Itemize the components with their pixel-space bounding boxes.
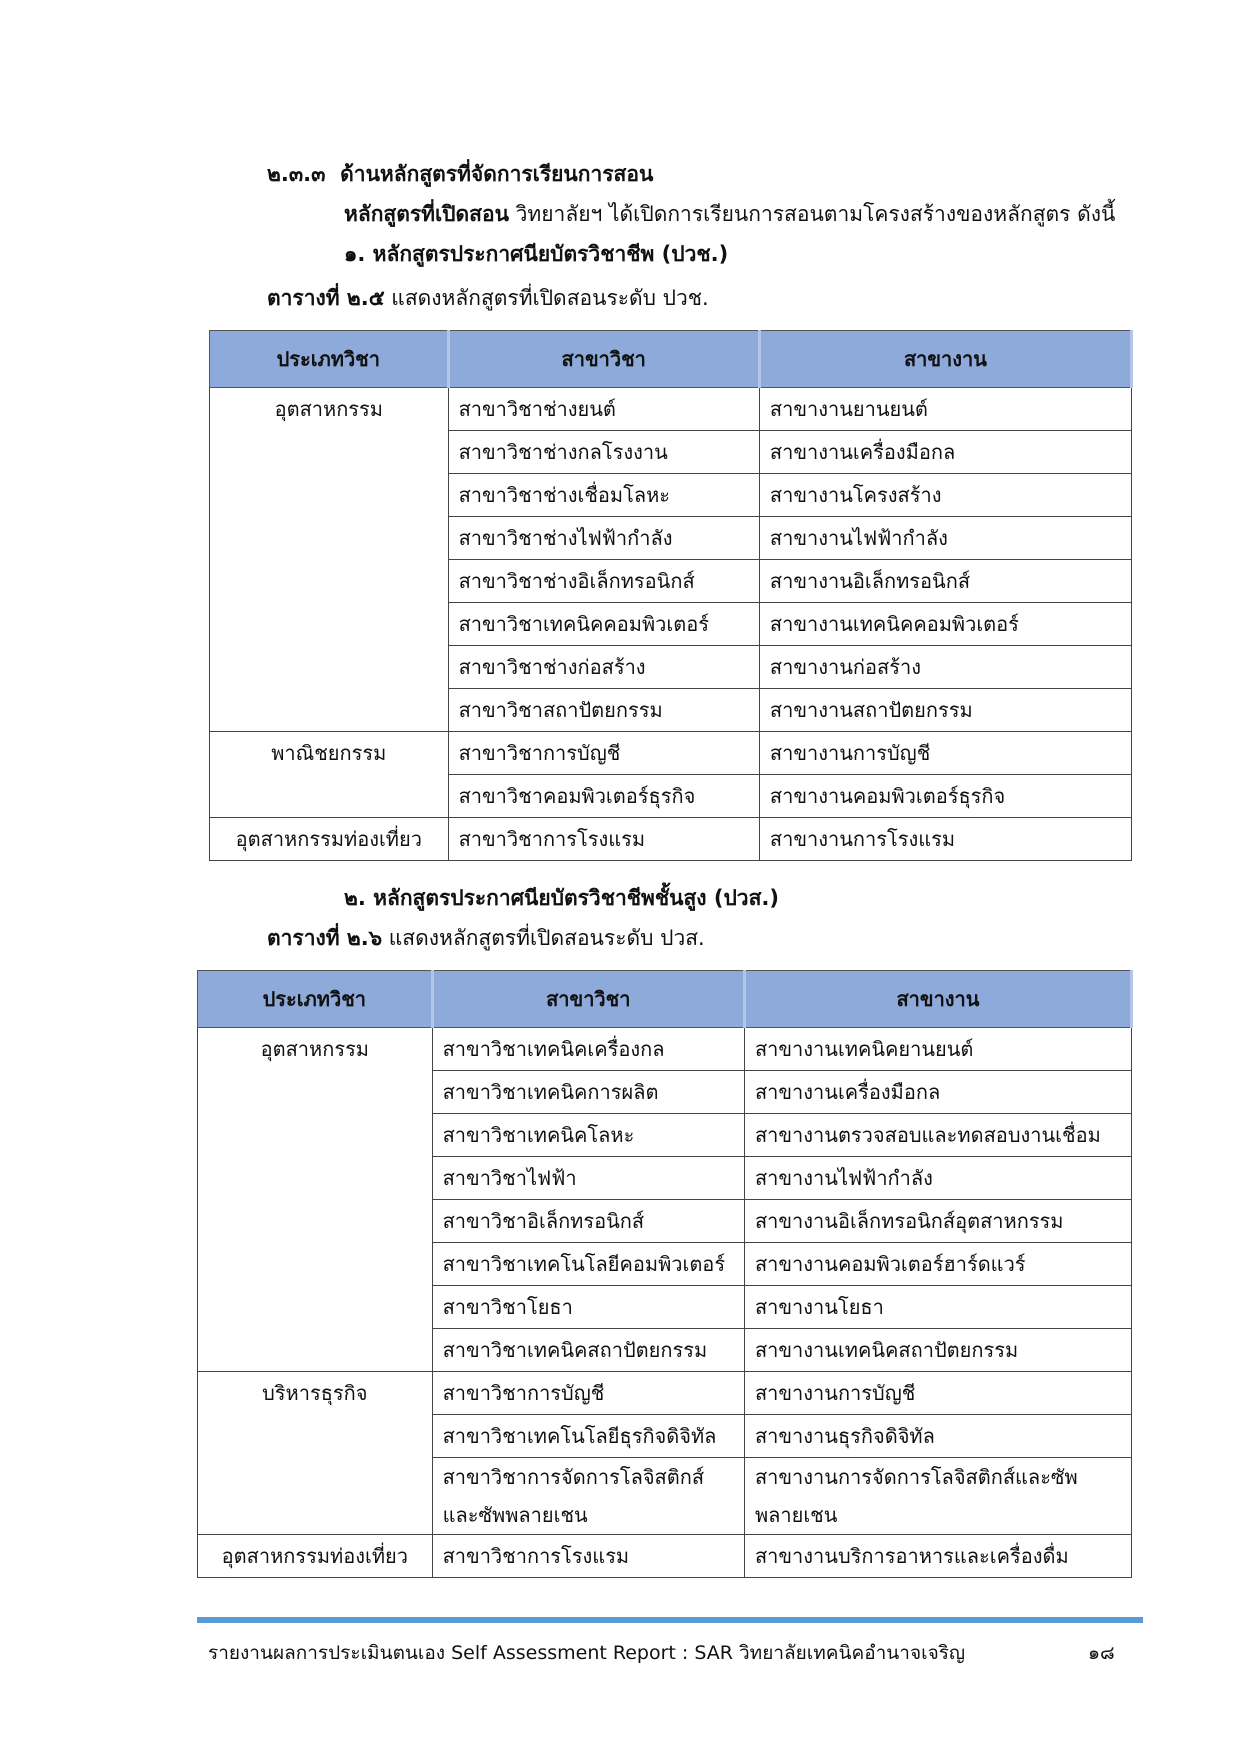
table-row: สาขาวิชาสถาปัตยกรรม สาขางานสถาปัตยกรรม (210, 688, 1133, 732)
field-cell: สาขางานธุรกิจดิจิทัล (743, 1414, 1133, 1458)
major-cell: สาขาวิชาคอมพิวเตอร์ธุรกิจ (447, 774, 760, 818)
table-row: สาขาวิชาเทคนิคคอมพิวเตอร์ สาขางานเทคนิคคอ… (210, 602, 1133, 646)
footer-divider (197, 1617, 1143, 1623)
caption-text: แสดงหลักสูตรที่เปิดสอนระดับ ปวช. (384, 286, 709, 310)
category-cell: อุตสาหกรรม (197, 1027, 433, 1372)
section-title: ด้านหลักสูตรที่จัดการเรียนการสอน (340, 162, 654, 186)
category-cell: อุตสาหกรรม (209, 387, 449, 732)
table2-caption: ตารางที่ ๒.๖ แสดงหลักสูตรที่เปิดสอนระดับ… (267, 922, 705, 955)
page-number: ๑๘ (1088, 1642, 1115, 1664)
field-cell: สาขางานการบัญชี (758, 731, 1133, 775)
major-cell: สาขาวิชาเทคนิคโลหะ (431, 1113, 745, 1157)
major-cell: สาขาวิชาช่างก่อสร้าง (447, 645, 760, 689)
footer-text: รายงานผลการประเมินตนเอง Self Assessment … (208, 1642, 966, 1664)
part1-heading: ๑. หลักสูตรประกาศนียบัตรวิชาชีพ (ปวช.) (344, 242, 729, 266)
field-cell: สาขางานเทคนิคยานยนต์ (743, 1027, 1133, 1071)
major-cell: สาขาวิชาสถาปัตยกรรม (447, 688, 760, 732)
field-cell: สาขางานเครื่องมือกล (743, 1070, 1133, 1114)
table-row: สาขาวิชาไฟฟ้า สาขางานไฟฟ้ากำลัง (198, 1156, 1133, 1200)
major-cell: สาขาวิชาเทคนิคการผลิต (431, 1070, 745, 1114)
section-number: ๒.๓.๓ (267, 162, 326, 186)
header-category: ประเภทวิชา (197, 970, 434, 1028)
field-cell: สาขางานคอมพิวเตอร์ธุรกิจ (758, 774, 1133, 818)
category-cell: อุตสาหกรรมท่องเที่ยว (209, 817, 449, 861)
field-cell: สาขางานอิเล็กทรอนิกส์ (758, 559, 1133, 603)
field-cell: สาขางานโยธา (743, 1285, 1133, 1329)
field-cell: สาขางานการจัดการโลจิสติกส์และซัพ พลายเชน (743, 1457, 1133, 1535)
caption-label: ตารางที่ ๒.๖ (267, 926, 383, 950)
field-cell: สาขางานตรวจสอบและทดสอบงานเชื่อม (743, 1113, 1133, 1157)
header-category: ประเภทวิชา (209, 330, 450, 388)
category-cell: พาณิชยกรรม (209, 731, 449, 818)
field-cell: สาขางานเทคนิคคอมพิวเตอร์ (758, 602, 1133, 646)
major-cell: สาขาวิชาการโรงแรม (447, 817, 760, 861)
section-heading: ๒.๓.๓ ด้านหลักสูตรที่จัดการเรียนการสอน (267, 158, 653, 191)
field-cell: สาขางานอิเล็กทรอนิกส์อุตสาหกรรม (743, 1199, 1133, 1243)
field-cell: สาขางานการโรงแรม (758, 817, 1133, 861)
field-cell: สาขางานการบัญชี (743, 1371, 1133, 1415)
field-cell: สาขางานไฟฟ้ากำลัง (758, 516, 1133, 560)
table1-caption: ตารางที่ ๒.๕ แสดงหลักสูตรที่เปิดสอนระดับ… (267, 282, 709, 315)
table-row: อุตสาหกรรม สาขาวิชาช่างยนต์ สาขางานยานยนต์ (209, 387, 1133, 732)
table-pvc: ประเภทวิชา สาขาวิชา สาขางาน อุตสาหกรรม สา… (209, 330, 1134, 861)
field-cell: สาขางานคอมพิวเตอร์ฮาร์ดแวร์ (743, 1242, 1133, 1286)
major-cell: สาขาวิชาการจัดการโลจิสติกส์ และซัพพลายเช… (431, 1457, 745, 1535)
table-row: บริหารธุรกิจ สาขาวิชาการบัญชี สาขางานการบั… (197, 1371, 1133, 1535)
header-major: สาขาวิชา (447, 330, 761, 388)
header-field: สาขางาน (743, 970, 1134, 1028)
intro-bold: หลักสูตรที่เปิดสอน (344, 202, 509, 226)
table-row: อุตสาหกรรมท่องเที่ยว สาขาวิชาการโรงแรม สาข… (197, 1534, 1133, 1578)
major-cell: สาขาวิชาช่างอิเล็กทรอนิกส์ (447, 559, 760, 603)
table-row: อุตสาหกรรม สาขาวิชาเทคนิคเครื่องกล สาขางาน… (197, 1027, 1133, 1372)
major-cell: สาขาวิชาเทคโนโลยีธุรกิจดิจิทัล (431, 1414, 745, 1458)
header-field: สาขางาน (758, 330, 1134, 388)
caption-label: ตารางที่ ๒.๕ (267, 286, 385, 310)
major-cell: สาขาวิชาการบัญชี (447, 731, 760, 775)
part2-heading: ๒. หลักสูตรประกาศนียบัตรวิชาชีพชั้นสูง (… (344, 886, 779, 910)
major-cell: สาขาวิชาการโรงแรม (431, 1534, 745, 1578)
major-cell: สาขาวิชาเทคนิคเครื่องกล (431, 1027, 745, 1071)
category-cell: บริหารธุรกิจ (197, 1371, 433, 1535)
field-cell: สาขางานก่อสร้าง (758, 645, 1133, 689)
field-cell: สาขางานบริการอาหารและเครื่องดื่ม (743, 1534, 1133, 1578)
major-cell: สาขาวิชาการบัญชี (431, 1371, 745, 1415)
table-row: สาขาวิชาเทคนิคการผลิต สาขางานเครื่องมือกล (198, 1070, 1133, 1114)
table-row: สาขาวิชาโยธา สาขางานโยธา (198, 1285, 1133, 1329)
category-cell: อุตสาหกรรมท่องเที่ยว (197, 1534, 433, 1578)
major-cell: สาขาวิชาเทคนิคสถาปัตยกรรม (431, 1328, 745, 1372)
header-major: สาขาวิชา (431, 970, 746, 1028)
major-cell: สาขาวิชาอิเล็กทรอนิกส์ (431, 1199, 745, 1243)
major-cell: สาขาวิชาช่างยนต์ (447, 387, 760, 431)
table-row: สาขาวิชาช่างกลโรงงาน สาขางานเครื่องมือกล (210, 430, 1133, 474)
intro-text: วิทยาลัยฯ ได้เปิดการเรียนการสอนตามโครงสร… (508, 202, 1116, 226)
caption-text: แสดงหลักสูตรที่เปิดสอนระดับ ปวส. (382, 926, 705, 950)
field-cell: สาขางานเทคนิคสถาปัตยกรรม (743, 1328, 1133, 1372)
field-cell: สาขางานยานยนต์ (758, 387, 1133, 431)
table-row: สาขาวิชาคอมพิวเตอร์ธุรกิจ สาขางานคอมพิวเต… (210, 774, 1133, 818)
table-row: สาขาวิชาช่างก่อสร้าง สาขางานก่อสร้าง (210, 645, 1133, 689)
major-cell: สาขาวิชาไฟฟ้า (431, 1156, 745, 1200)
field-cell: สาขางานโครงสร้าง (758, 473, 1133, 517)
major-cell: สาขาวิชาช่างไฟฟ้ากำลัง (447, 516, 760, 560)
major-cell: สาขาวิชาช่างเชื่อมโลหะ (447, 473, 760, 517)
table-row: สาขาวิชาอิเล็กทรอนิกส์ สาขางานอิเล็กทรอนิ… (198, 1199, 1133, 1243)
table-row: สาขาวิชาเทคนิคโลหะ สาขางานตรวจสอบและทดสอบ… (198, 1113, 1133, 1157)
table-row: อุตสาหกรรมท่องเที่ยว สาขาวิชาการโรงแรม สาข… (209, 817, 1133, 861)
major-cell: สาขาวิชาช่างกลโรงงาน (447, 430, 760, 474)
table-row: สาขาวิชาเทคโนโลยีธุรกิจดิจิทัล สาขางานธุร… (198, 1414, 1133, 1458)
field-cell: สาขางานเครื่องมือกล (758, 430, 1133, 474)
intro-paragraph: หลักสูตรที่เปิดสอน วิทยาลัยฯ ได้เปิดการเ… (344, 198, 1115, 231)
table-row: สาขาวิชาเทคโนโลยีคอมพิวเตอร์ สาขางานคอมพิ… (198, 1242, 1133, 1286)
field-cell: สาขางานไฟฟ้ากำลัง (743, 1156, 1133, 1200)
table-hvc: ประเภทวิชา สาขาวิชา สาขางาน อุตสาหกรรม สา… (197, 970, 1134, 1578)
major-cell: สาขาวิชาเทคโนโลยีคอมพิวเตอร์ (431, 1242, 745, 1286)
table-row: พาณิชยกรรม สาขาวิชาการบัญชี สาขางานการบัญช… (209, 731, 1133, 818)
major-cell: สาขาวิชาโยธา (431, 1285, 745, 1329)
field-cell: สาขางานสถาปัตยกรรม (758, 688, 1133, 732)
major-cell: สาขาวิชาเทคนิคคอมพิวเตอร์ (447, 602, 760, 646)
